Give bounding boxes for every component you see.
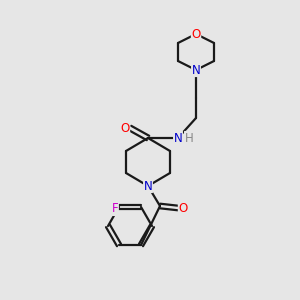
Text: O: O bbox=[178, 202, 188, 214]
Text: F: F bbox=[112, 202, 118, 215]
Text: N: N bbox=[144, 179, 152, 193]
Text: N: N bbox=[192, 64, 200, 76]
Text: N: N bbox=[174, 131, 182, 145]
Text: O: O bbox=[191, 28, 201, 40]
Text: O: O bbox=[120, 122, 130, 134]
Text: H: H bbox=[184, 131, 194, 145]
